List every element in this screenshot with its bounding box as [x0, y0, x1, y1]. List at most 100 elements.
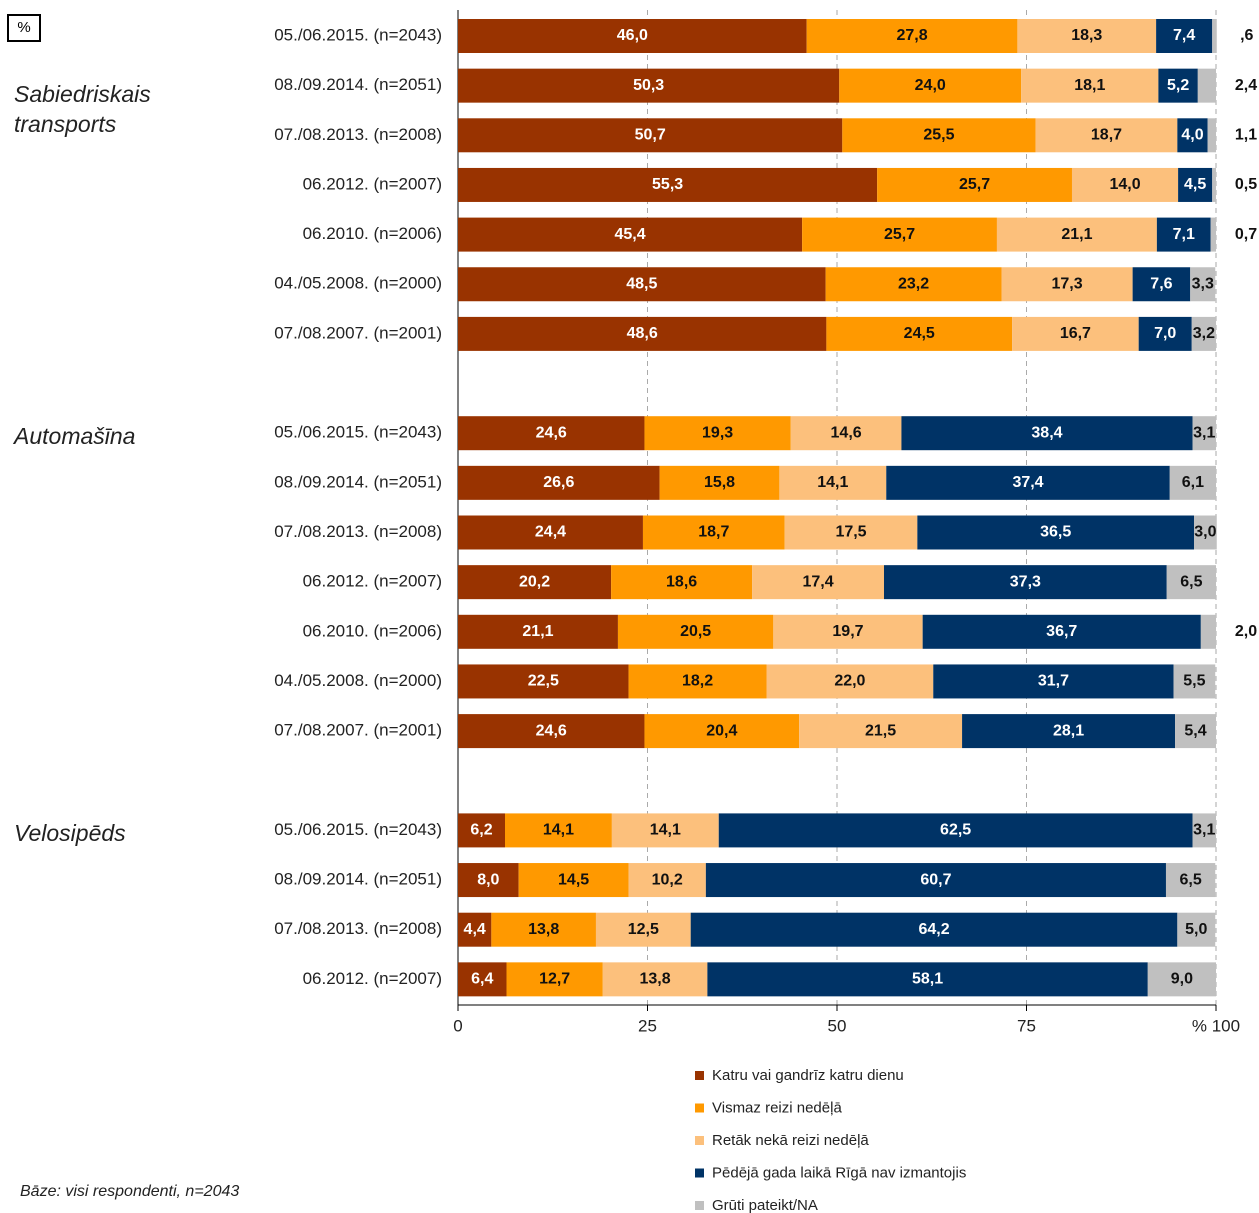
legend-label: Katru vai gandrīz katru dienu — [712, 1067, 904, 1084]
bar-segment — [1017, 19, 1157, 53]
y-tick-label: 07./08.2013. (n=2008) — [274, 919, 442, 938]
bar-segment — [962, 714, 1176, 749]
y-tick-label: 06.2010. (n=2006) — [303, 621, 442, 640]
bar-segment — [1138, 316, 1192, 351]
value-label: 18,3 — [1071, 27, 1102, 44]
value-label: 45,4 — [614, 226, 645, 243]
bar-segment — [458, 167, 878, 202]
value-label: 10,2 — [652, 871, 683, 888]
value-label: 14,1 — [650, 822, 681, 839]
value-label: 3,1 — [1193, 424, 1215, 441]
bar-segment — [806, 19, 1018, 53]
footnote: Bāze: visi respondenti, n=2043 — [20, 1183, 239, 1200]
y-tick-label: 04./05.2008. (n=2000) — [274, 274, 442, 293]
bar-segment — [773, 614, 923, 649]
bar-segment — [644, 416, 791, 451]
value-label: 7,4 — [1173, 27, 1195, 44]
bar-segment — [458, 217, 803, 252]
bar-segment — [458, 962, 507, 997]
bar-segment — [611, 565, 753, 600]
value-label: 27,8 — [896, 27, 927, 44]
bar-segment — [1192, 813, 1216, 848]
bar-segment — [1173, 664, 1216, 699]
bar-segment — [1175, 714, 1216, 749]
bar-segment — [1194, 515, 1217, 550]
bar-segment — [595, 912, 691, 947]
x-tick-label: 0 — [453, 1016, 462, 1035]
bar-segment — [458, 714, 645, 749]
value-label: 38,4 — [1031, 424, 1062, 441]
legend-label: Retāk nekā reizi nedēļā — [712, 1132, 869, 1149]
bar-segment — [642, 515, 785, 550]
value-label: 5,2 — [1167, 77, 1189, 94]
bar-segment — [1147, 962, 1216, 997]
value-label: 14,0 — [1109, 176, 1140, 193]
value-label: 8,0 — [477, 871, 499, 888]
value-label: 4,4 — [464, 921, 486, 938]
bar-segment — [883, 565, 1167, 600]
bar-segment — [628, 664, 767, 699]
value-label: 37,4 — [1012, 474, 1043, 491]
legend-swatch — [695, 1168, 704, 1178]
legend-swatch — [695, 1136, 704, 1145]
bar-segment — [779, 465, 887, 500]
value-label: 17,3 — [1051, 275, 1082, 292]
value-label: 50,7 — [635, 127, 666, 144]
bar-segment — [458, 565, 612, 600]
bar-segment — [458, 863, 519, 898]
value-label: 19,7 — [832, 623, 863, 640]
value-label: 6,5 — [1179, 871, 1201, 888]
bar-segment — [784, 515, 918, 550]
y-tick-label: 05./06.2015. (n=2043) — [274, 423, 442, 442]
value-label: 22,5 — [528, 673, 559, 690]
value-label: 28,1 — [1053, 722, 1084, 739]
x-tick-label: 75 — [1017, 1016, 1036, 1035]
value-label: 14,1 — [817, 474, 848, 491]
value-label: 62,5 — [940, 822, 971, 839]
bar-segment — [617, 614, 774, 649]
value-label: 2,4 — [1235, 77, 1257, 94]
value-label: 58,1 — [912, 971, 943, 988]
y-tick-label: 06.2012. (n=2007) — [303, 174, 442, 193]
value-label: 20,4 — [706, 722, 737, 739]
bar-segment — [1200, 614, 1216, 649]
bar-segment — [1165, 863, 1216, 898]
value-label: 12,5 — [628, 921, 659, 938]
y-tick-label: 05./06.2015. (n=2043) — [274, 820, 442, 839]
value-label: 36,7 — [1046, 623, 1077, 640]
bar-segment — [1156, 217, 1211, 252]
value-label: 24,6 — [536, 424, 567, 441]
bar-segment — [491, 912, 596, 947]
group-label: Automašīna — [14, 423, 136, 450]
y-tick-label: 06.2012. (n=2007) — [303, 572, 442, 591]
y-tick-label: 07./08.2007. (n=2001) — [274, 323, 442, 342]
value-label: 24,5 — [904, 325, 935, 342]
bar-segment — [1158, 68, 1198, 103]
bar-segment — [752, 565, 884, 600]
value-label: 31,7 — [1038, 673, 1069, 690]
value-label: 24,0 — [915, 77, 946, 94]
bar-segment — [766, 664, 934, 699]
bar-segment — [1156, 19, 1213, 53]
value-label: 5,4 — [1184, 722, 1206, 739]
value-label: 0,5 — [1235, 176, 1257, 193]
value-label: 36,5 — [1040, 524, 1071, 541]
legend-swatch — [695, 1071, 704, 1080]
value-label: 26,6 — [543, 474, 574, 491]
value-label: 6,4 — [471, 971, 493, 988]
y-tick-label: 07./08.2013. (n=2008) — [274, 125, 442, 144]
bar-segment — [506, 962, 603, 997]
bar-segment — [458, 416, 645, 451]
value-label: 4,5 — [1184, 176, 1206, 193]
y-tick-label: 08./09.2014. (n=2051) — [274, 75, 442, 94]
bar-segment — [602, 962, 708, 997]
bar-segment — [922, 614, 1201, 649]
bar-segment — [1035, 118, 1178, 153]
bar-segment — [458, 465, 660, 500]
value-label: 25,5 — [923, 127, 954, 144]
value-label: 24,6 — [536, 722, 567, 739]
value-label: 18,1 — [1074, 77, 1105, 94]
bar-segment — [839, 68, 1022, 103]
bar-segment — [518, 863, 629, 898]
